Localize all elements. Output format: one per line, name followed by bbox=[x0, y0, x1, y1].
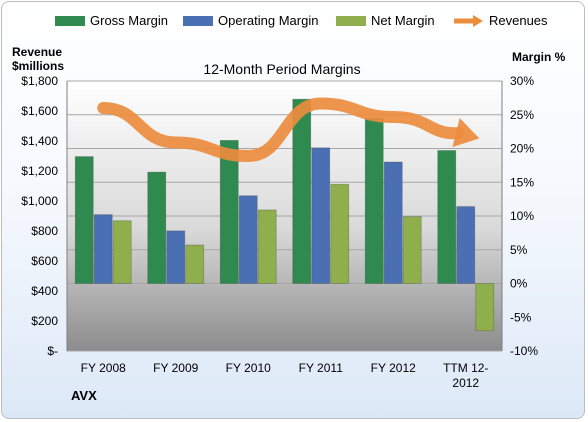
bars bbox=[74, 98, 495, 332]
right-tick-label: -5% bbox=[510, 310, 532, 324]
bar-gross-margin bbox=[364, 117, 384, 284]
revenue-arrow-icon bbox=[454, 15, 483, 27]
bar-net-margin bbox=[402, 216, 422, 284]
bar-operating-margin bbox=[456, 206, 476, 284]
right-axis-title: Margin % bbox=[512, 50, 566, 64]
gridlines bbox=[66, 80, 503, 352]
bar-gross-margin bbox=[437, 150, 457, 284]
right-tick-label: 30% bbox=[510, 74, 534, 88]
bar-gross-margin bbox=[292, 98, 312, 284]
bar-operating-margin bbox=[93, 214, 113, 284]
category-label: 2012 bbox=[452, 376, 479, 390]
bar-net-margin bbox=[112, 220, 132, 284]
revenue-line bbox=[97, 97, 464, 163]
company-name: AVX bbox=[71, 388, 97, 403]
gross-margin-swatch bbox=[55, 16, 85, 26]
left-tick-label: $800 bbox=[31, 224, 58, 238]
bar-net-margin bbox=[257, 209, 277, 284]
left-tick-label: $600 bbox=[31, 254, 58, 268]
right-tick-label: 20% bbox=[510, 142, 534, 156]
left-tick-label: $1,800 bbox=[21, 74, 58, 88]
revenue-trend bbox=[97, 97, 480, 163]
category-label: FY 2008 bbox=[81, 361, 126, 375]
bar-operating-margin bbox=[238, 195, 258, 284]
legend-label: Gross Margin bbox=[90, 13, 169, 28]
left-tick-label: $400 bbox=[31, 284, 58, 298]
operating-margin-swatch bbox=[183, 16, 213, 26]
category-label: FY 2012 bbox=[371, 361, 416, 375]
right-tick-label: 15% bbox=[510, 175, 534, 189]
bar-gross-margin bbox=[219, 139, 239, 284]
revenue-arrow-head bbox=[452, 118, 480, 148]
right-tick-label: 10% bbox=[510, 209, 534, 223]
left-tick-label: $1,200 bbox=[21, 164, 58, 178]
legend-label: Operating Margin bbox=[218, 13, 319, 28]
net-margin-swatch bbox=[336, 16, 366, 26]
category-label: FY 2011 bbox=[299, 361, 344, 375]
legend-label: Net Margin bbox=[371, 13, 435, 28]
bar-net-margin bbox=[330, 183, 350, 284]
bar-operating-margin bbox=[311, 147, 331, 284]
right-tick-label: 5% bbox=[510, 243, 528, 257]
left-tick-label: $200 bbox=[31, 314, 58, 328]
left-tick-label: $1,600 bbox=[21, 104, 58, 118]
bar-operating-margin bbox=[166, 230, 186, 284]
right-tick-label: -10% bbox=[510, 344, 538, 358]
category-label: FY 2010 bbox=[226, 361, 271, 375]
bar-gross-margin bbox=[74, 156, 94, 284]
legend-label: Revenues bbox=[489, 13, 548, 28]
left-tick-label: $- bbox=[47, 344, 58, 358]
category-label: FY 2009 bbox=[153, 361, 198, 375]
left-axis-title: Revenue $millions bbox=[12, 45, 64, 73]
tick-labels: -10% -5% 0% 5% 10% 15% 20% 25% 30% $- $200 $400 $600… bbox=[21, 74, 538, 390]
left-tick-label: $1,400 bbox=[21, 134, 58, 148]
right-tick-label: 25% bbox=[510, 108, 534, 122]
left-axis-title-line: Revenue bbox=[12, 45, 63, 59]
left-axis-title-line: $millions bbox=[12, 59, 65, 73]
category-label: TTM 12- bbox=[443, 361, 488, 375]
left-tick-label: $1,000 bbox=[21, 194, 58, 208]
bar-net-margin bbox=[185, 244, 205, 284]
bar-gross-margin bbox=[147, 171, 167, 284]
right-tick-label: 0% bbox=[510, 277, 528, 291]
bar-net-margin bbox=[475, 283, 495, 332]
bar-operating-margin bbox=[383, 161, 403, 284]
chart-title: 12-Month Period Margins bbox=[203, 61, 360, 77]
